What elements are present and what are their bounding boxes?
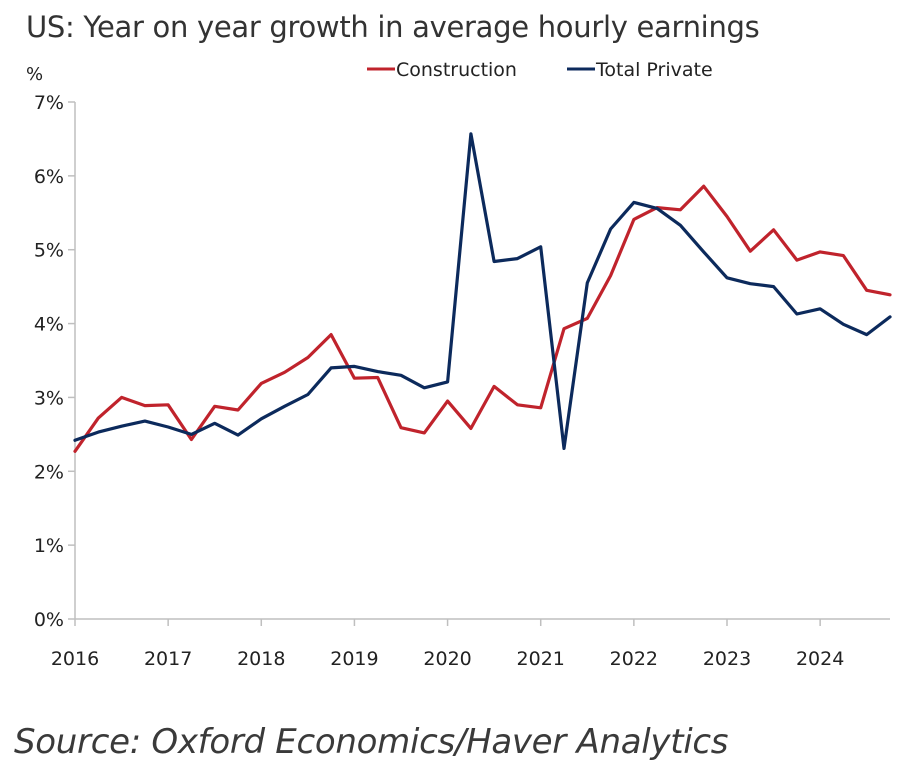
x-tick-label: 2020 bbox=[423, 648, 471, 670]
y-tick-label: 7% bbox=[34, 92, 64, 114]
y-axis-unit-label: % bbox=[26, 64, 43, 85]
axes bbox=[74, 102, 890, 620]
x-axis-ticks: 2016 2017 2018 2019 2020 2021 2022 2023 2024 bbox=[51, 619, 844, 670]
y-tick-label: 5% bbox=[34, 240, 64, 262]
y-tick-label: 6% bbox=[34, 166, 64, 188]
series-line-construction bbox=[73, 184, 892, 453]
x-tick-label: 2017 bbox=[144, 648, 192, 670]
legend-label: Construction bbox=[396, 59, 517, 81]
chart-title: US: Year on year growth in average hourl… bbox=[26, 10, 760, 44]
legend-label: Total Private bbox=[595, 59, 713, 81]
y-tick-label: 3% bbox=[34, 387, 64, 409]
y-tick-label: 2% bbox=[34, 461, 64, 483]
x-tick-label: 2024 bbox=[796, 648, 844, 670]
x-tick-label: 2022 bbox=[610, 648, 658, 670]
y-tick-label: 0% bbox=[34, 609, 64, 631]
y-axis-ticks: 0% 1% 2% 3% 4% 5% 6% 7% bbox=[34, 92, 75, 631]
series-line-total-private bbox=[73, 132, 892, 450]
legend: Construction Total Private bbox=[367, 59, 713, 81]
x-tick-label: 2018 bbox=[237, 648, 285, 670]
y-tick-label: 4% bbox=[34, 314, 64, 336]
x-tick-label: 2021 bbox=[517, 648, 565, 670]
source-note: Source: Oxford Economics/Haver Analytics bbox=[14, 722, 729, 762]
series-lines bbox=[73, 132, 892, 453]
x-tick-label: 2016 bbox=[51, 648, 99, 670]
x-tick-label: 2019 bbox=[330, 648, 378, 670]
y-tick-label: 1% bbox=[34, 535, 64, 557]
x-tick-label: 2023 bbox=[703, 648, 751, 670]
